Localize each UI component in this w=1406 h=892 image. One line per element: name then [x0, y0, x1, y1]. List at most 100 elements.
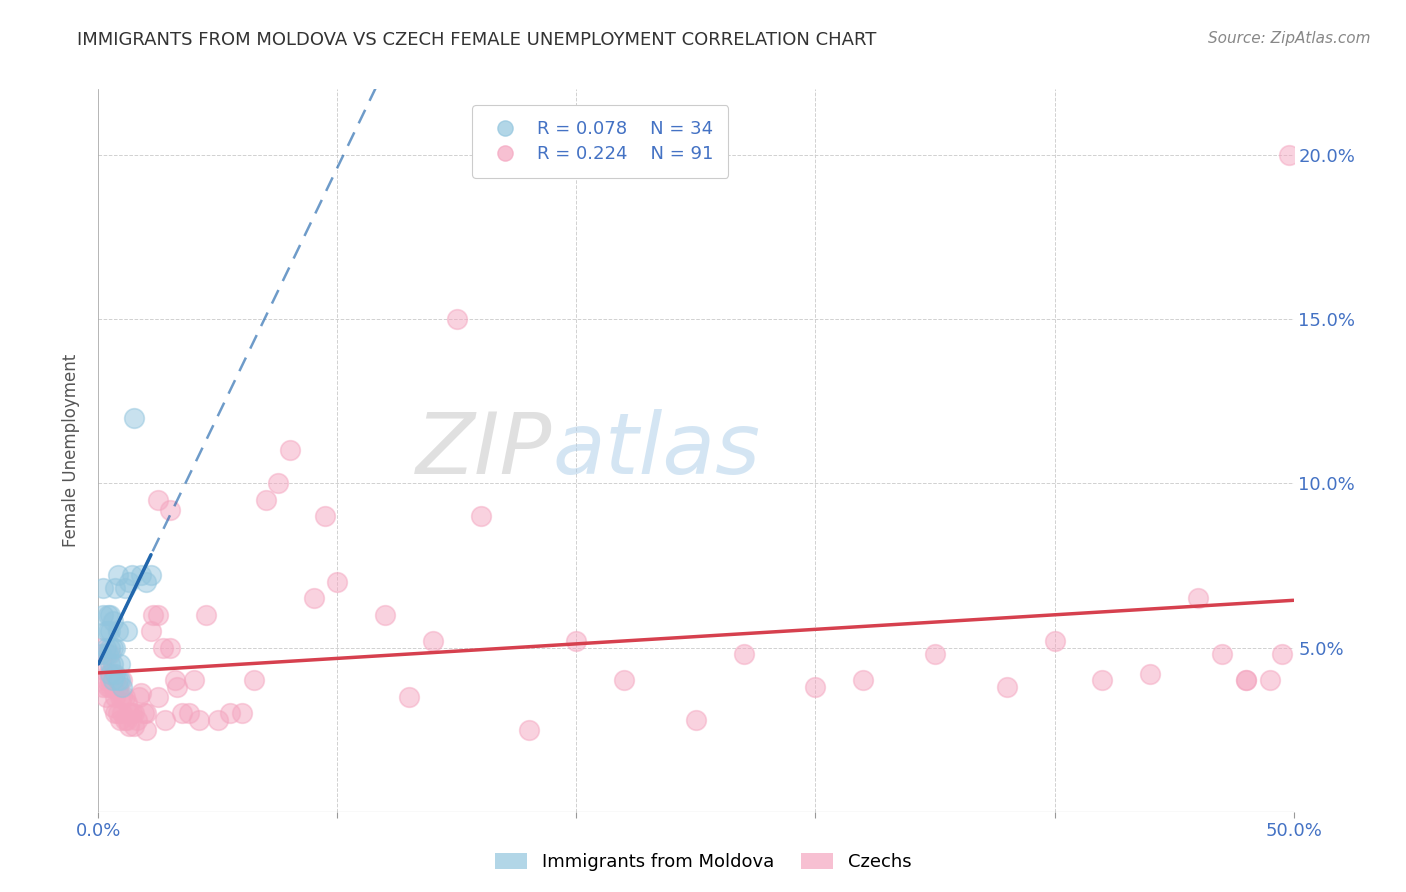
Point — [131, 686, 153, 700]
Point — [94, 624, 117, 639]
Point — [98, 624, 122, 639]
Point — [1258, 673, 1281, 688]
Point — [278, 443, 301, 458]
Point — [114, 713, 136, 727]
Point — [374, 607, 396, 622]
Text: ZIP: ZIP — [416, 409, 553, 492]
Point — [155, 713, 177, 727]
Point — [152, 640, 174, 655]
Point — [995, 680, 1018, 694]
Point — [1234, 673, 1257, 688]
Point — [118, 719, 141, 733]
Point — [91, 582, 114, 596]
Point — [179, 706, 201, 721]
Point — [101, 614, 124, 628]
Text: Source: ZipAtlas.com: Source: ZipAtlas.com — [1208, 31, 1371, 46]
Point — [107, 706, 129, 721]
Point — [159, 502, 181, 516]
Point — [124, 719, 146, 733]
Point — [422, 634, 444, 648]
Point — [172, 706, 194, 721]
Point — [91, 647, 114, 661]
Point — [98, 647, 122, 661]
Point — [111, 706, 134, 721]
Point — [94, 647, 117, 661]
Point — [107, 680, 129, 694]
Point — [804, 680, 827, 694]
Point — [101, 666, 124, 681]
Point — [1271, 647, 1294, 661]
Point — [1234, 673, 1257, 688]
Point — [104, 706, 127, 721]
Point — [97, 607, 120, 622]
Point — [135, 723, 157, 737]
Point — [94, 690, 117, 704]
Point — [139, 568, 162, 582]
Point — [159, 640, 181, 655]
Point — [121, 568, 143, 582]
Point — [733, 647, 755, 661]
Point — [107, 568, 129, 582]
Point — [98, 607, 122, 622]
Point — [101, 680, 124, 694]
Point — [163, 673, 186, 688]
Point — [231, 706, 253, 721]
Point — [187, 713, 209, 727]
Point — [207, 713, 229, 727]
Point — [924, 647, 946, 661]
Point — [104, 666, 127, 681]
Point — [101, 640, 124, 655]
Point — [108, 713, 131, 727]
Point — [90, 640, 112, 655]
Point — [90, 657, 112, 671]
Point — [91, 607, 114, 622]
Point — [243, 673, 266, 688]
Point — [114, 582, 136, 596]
Point — [254, 492, 277, 507]
Point — [98, 666, 122, 681]
Point — [97, 624, 120, 639]
Text: atlas: atlas — [553, 409, 761, 492]
Point — [104, 673, 127, 688]
Point — [131, 568, 153, 582]
Point — [121, 706, 143, 721]
Point — [101, 657, 124, 671]
Point — [142, 607, 165, 622]
Point — [108, 673, 131, 688]
Point — [111, 690, 134, 704]
Point — [98, 640, 122, 655]
Point — [613, 673, 636, 688]
Point — [115, 696, 138, 710]
Point — [107, 624, 129, 639]
Point — [1043, 634, 1066, 648]
Point — [267, 476, 290, 491]
Point — [446, 312, 468, 326]
Point — [1091, 673, 1114, 688]
Point — [148, 492, 170, 507]
Point — [90, 647, 112, 661]
Point — [302, 591, 325, 606]
Point — [470, 509, 492, 524]
Point — [115, 713, 138, 727]
Point — [166, 680, 188, 694]
Point — [97, 666, 120, 681]
Point — [115, 624, 138, 639]
Point — [108, 657, 131, 671]
Point — [315, 509, 337, 524]
Point — [114, 690, 136, 704]
Point — [98, 666, 122, 681]
Point — [195, 607, 218, 622]
Point — [104, 582, 127, 596]
Point — [148, 690, 170, 704]
Point — [124, 706, 146, 721]
Point — [132, 706, 155, 721]
Point — [852, 673, 875, 688]
Point — [97, 647, 120, 661]
Point — [94, 673, 117, 688]
Point — [111, 673, 134, 688]
Point — [1139, 666, 1161, 681]
Point — [326, 574, 349, 589]
Point — [98, 680, 122, 694]
Point — [1187, 591, 1209, 606]
Point — [91, 680, 114, 694]
